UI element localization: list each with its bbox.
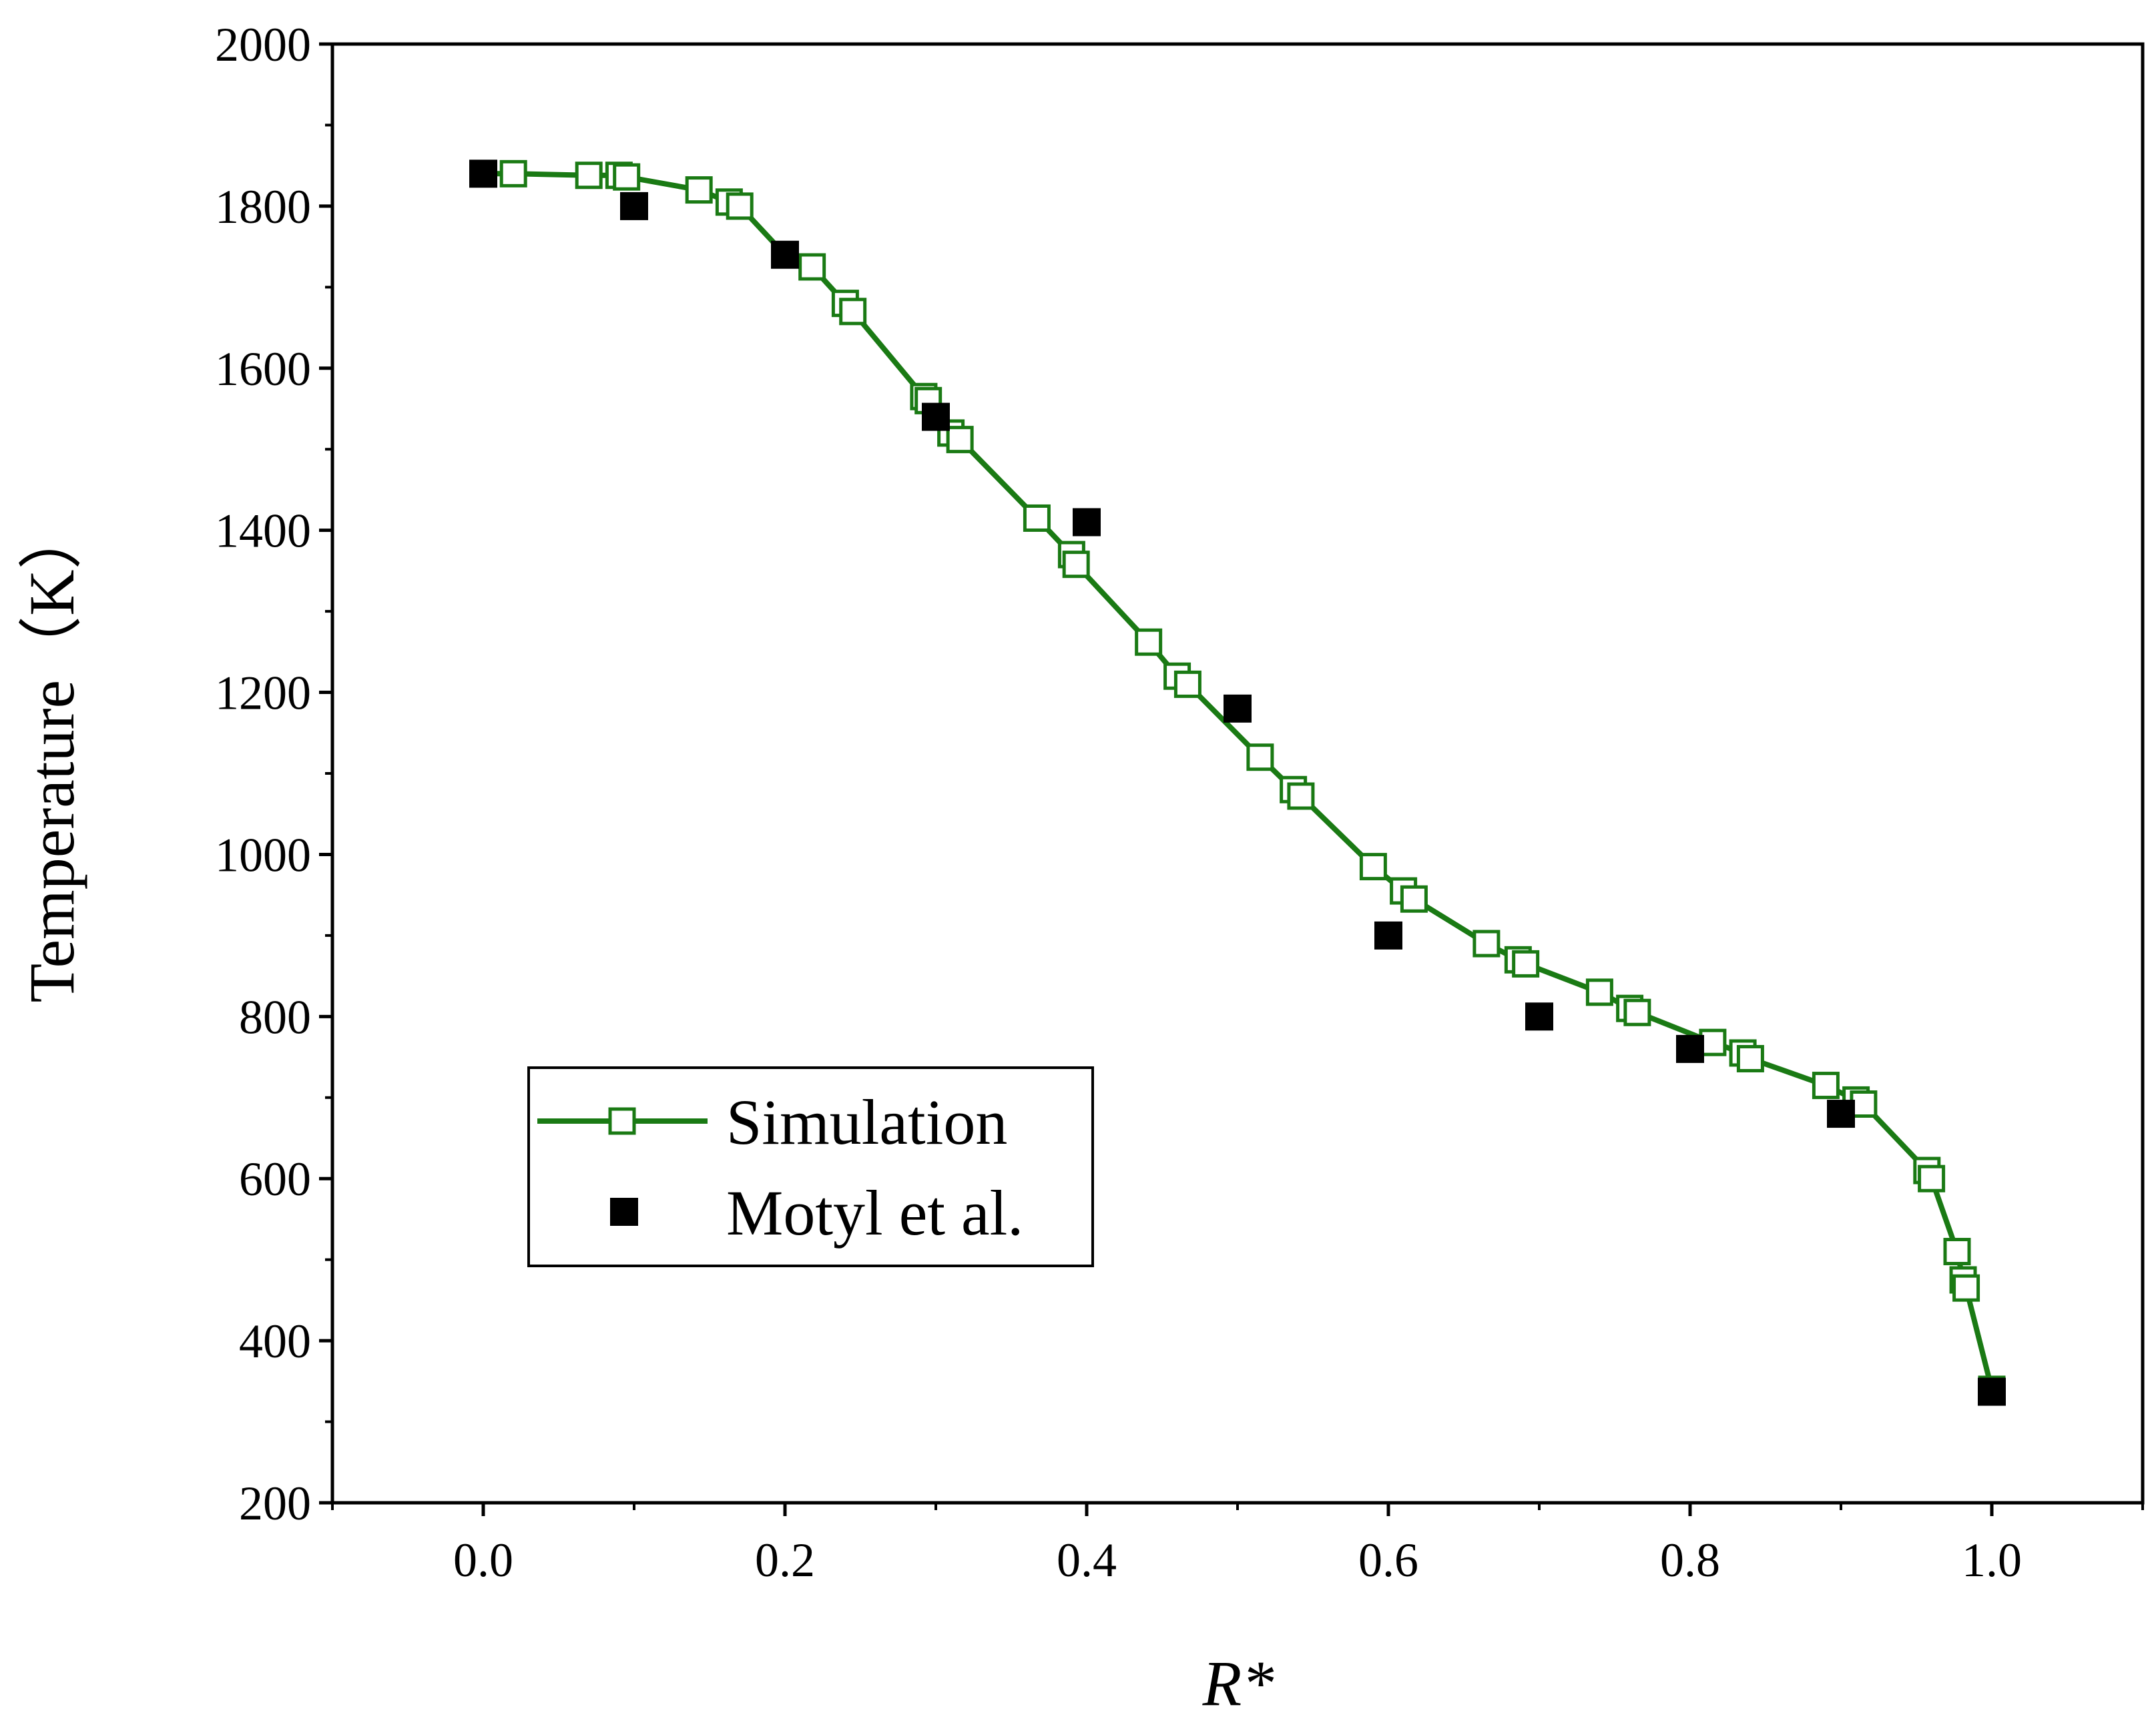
legend: Simulation Motyl et al. [527,1066,1094,1267]
motyl-point [1224,694,1252,723]
simulation-point [1850,1090,1878,1118]
simulation-point [575,161,603,190]
motyl-point [1827,1100,1855,1128]
legend-motyl-label: Motyl et al. [726,1177,1023,1249]
plot-border [330,42,2145,1505]
simulation-point [839,298,867,326]
simulation-point [1023,504,1051,532]
simulation-point [726,192,754,220]
x-tick-label: 0.6 [1358,1533,1418,1587]
simulation-point [1173,670,1201,698]
y-tick-label: 1000 [215,828,311,882]
simulation-point [1623,998,1651,1026]
x-tick-label: 0.8 [1660,1533,1720,1587]
series-simulation [483,159,2006,1403]
simulation-point [1918,1164,1946,1192]
simulation-point [798,253,826,281]
plot-frame [330,42,2145,1505]
legend-box [527,1066,1094,1267]
y-tick-label: 1400 [215,504,311,558]
y-tick-label: 400 [239,1315,311,1368]
x-tick-label: 1.0 [1962,1533,2022,1587]
motyl-point [771,240,799,269]
motyl-point [922,402,950,431]
simulation-point [1472,930,1501,958]
x-tick-label: 0.0 [453,1533,513,1587]
y-tick-label: 1600 [215,342,311,396]
simulation-point [1359,853,1387,881]
simulation-point [1400,885,1428,913]
x-tick-label: 0.2 [755,1533,815,1587]
simulation-point [613,163,641,191]
motyl-point [1676,1034,1704,1063]
simulation-line [483,171,1994,1390]
x-axis-title: R* [1202,1648,1274,1719]
y-tick-label: 1800 [215,180,311,234]
simulation-point [1246,743,1274,771]
motyl-point [620,192,648,220]
y-tick-label: 800 [239,990,311,1044]
legend-simulation-marker [608,1107,636,1135]
simulation-point [685,176,713,204]
y-tick-label: 2000 [215,18,311,71]
x-axis: 0.0 0.2 0.4 0.6 0.8 1.0 [331,1503,2144,1587]
simulation-point [1287,782,1315,810]
series-motyl [469,159,2006,1406]
simulation-point [1812,1072,1840,1100]
y-tick-label: 1200 [215,667,311,720]
simulation-point [1699,1028,1727,1056]
motyl-point [1525,1002,1553,1031]
simulation-point [946,426,974,454]
motyl-point [1073,508,1101,537]
y-axis: 200 400 600 800 1000 1200 1400 1600 1800 2000 [215,18,332,1530]
simulation-point [499,159,527,188]
legend-simulation-label: Simulation [726,1086,1007,1158]
x-tick-label: 0.4 [1057,1533,1117,1587]
simulation-point [1512,950,1540,978]
simulation-point [1135,628,1163,656]
legend-motyl-marker [610,1198,638,1226]
motyl-point [1978,1377,2006,1406]
simulation-point [1585,978,1613,1006]
simulation-point [1943,1238,1971,1266]
y-tick-label: 200 [239,1477,311,1530]
y-axis-title: Temperature（K） [16,506,87,1003]
simulation-point [1952,1274,1980,1302]
motyl-point [1374,921,1402,950]
simulation-point [1736,1044,1764,1072]
y-tick-label: 600 [239,1152,311,1206]
simulation-point [1062,551,1090,579]
motyl-point [469,159,497,188]
